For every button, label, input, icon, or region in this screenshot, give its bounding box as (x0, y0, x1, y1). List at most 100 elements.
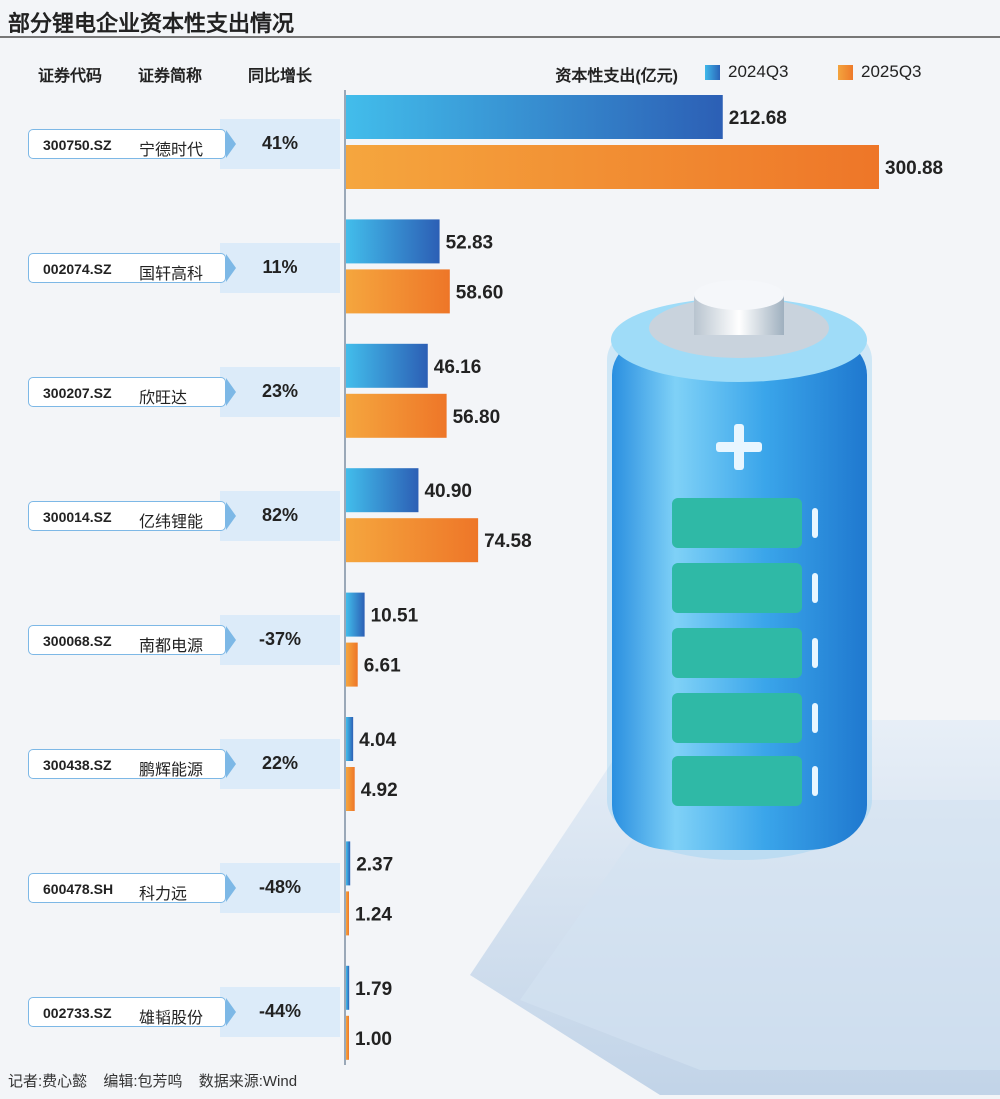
bar-value-label: 4.04 (359, 730, 396, 751)
battery-cell-4 (672, 693, 802, 743)
bar-2025Q3 (346, 1015, 349, 1060)
bar-value-label: 2.37 (356, 854, 393, 875)
bar-2025Q3 (346, 518, 479, 563)
battery-tick-3 (812, 638, 818, 668)
battery-cell-3 (672, 628, 802, 678)
bar-value-label: 6.61 (364, 656, 401, 677)
company-tag: 300438.SZ 鹏辉能源 (28, 749, 226, 779)
header-name: 证券简称 (138, 68, 203, 85)
company-code: 002733.SZ (43, 1005, 112, 1021)
bar-2024Q3 (346, 95, 723, 139)
glass-base-inner (520, 800, 1000, 1070)
battery-tick-4 (812, 703, 818, 733)
company-code: 300207.SZ (43, 385, 112, 401)
footer: 记者:费心懿 编辑:包芳鸣 数据来源:Wind (8, 1070, 309, 1091)
growth-box: 82% (220, 491, 340, 541)
tag-arrow-icon (226, 750, 236, 778)
company-row: -48% 600478.SH 科力远 (28, 863, 340, 913)
growth-value: 11% (262, 257, 298, 277)
bar-value-label: 10.51 (371, 606, 419, 627)
bar-value-label: 1.79 (355, 979, 392, 1000)
company-name: 宁德时代 (139, 142, 204, 159)
company-name: 科力远 (139, 886, 188, 903)
bar-2024Q3 (346, 468, 419, 513)
company-code: 300750.SZ (43, 137, 112, 153)
company-row: 41% 300750.SZ 宁德时代 (28, 119, 340, 169)
growth-value: -48% (258, 877, 302, 897)
company-row: 23% 300207.SZ 欣旺达 (28, 367, 340, 417)
tag-arrow-icon (226, 626, 236, 654)
company-code: 300068.SZ (43, 633, 112, 649)
bar-value-label: 58.60 (456, 282, 504, 303)
battery-cell-2 (672, 563, 802, 613)
growth-box: 22% (220, 739, 340, 789)
tag-arrow-icon (226, 130, 236, 158)
company-code: 300014.SZ (43, 509, 112, 525)
header-code: 证券代码 (38, 68, 103, 85)
tag-arrow-icon (226, 378, 236, 406)
company-name: 亿纬锂能 (139, 514, 204, 531)
bar-value-label: 1.24 (355, 904, 392, 925)
company-name: 欣旺达 (139, 390, 188, 407)
bar-value-label: 56.80 (453, 407, 501, 428)
bar-2025Q3 (346, 145, 879, 189)
company-row: 22% 300438.SZ 鹏辉能源 (28, 739, 340, 789)
bar-2024Q3 (346, 717, 354, 761)
bar-2024Q3 (346, 592, 365, 637)
bar-2024Q3 (346, 343, 428, 388)
company-tag: 002074.SZ 国轩高科 (28, 253, 226, 283)
company-name: 国轩高科 (139, 266, 204, 283)
bar-value-label: 1.00 (355, 1029, 392, 1050)
company-row: -44% 002733.SZ 雄韬股份 (28, 987, 340, 1037)
battery-cell-1 (672, 498, 802, 548)
company-name: 雄韬股份 (139, 1010, 204, 1027)
bar-2024Q3 (346, 219, 440, 264)
company-row: 11% 002074.SZ 国轩高科 (28, 243, 340, 293)
legend-2025: 2025Q3 (838, 62, 922, 82)
company-row: 82% 300014.SZ 亿纬锂能 (28, 491, 340, 541)
category-axis (344, 90, 346, 1065)
bar-value-label: 74.58 (484, 531, 532, 552)
battery-illustration (470, 280, 1000, 1095)
company-tag: 300750.SZ 宁德时代 (28, 129, 226, 159)
company-tag: 600478.SH 科力远 (28, 873, 226, 903)
battery-tick-2 (812, 573, 818, 603)
bar-2024Q3 (346, 841, 351, 886)
bar-2025Q3 (346, 767, 355, 811)
footer-editor: 编辑:包芳鸣 (103, 1073, 183, 1090)
header-growth: 同比增长 (248, 68, 313, 85)
battery-cell-5 (672, 756, 802, 806)
bar-value-label: 40.90 (424, 481, 472, 502)
company-code: 002074.SZ (43, 261, 112, 277)
company-code: 600478.SH (43, 881, 114, 897)
tag-arrow-icon (226, 874, 236, 902)
growth-box: -44% (220, 987, 340, 1037)
bar-value-label: 52.83 (446, 232, 494, 253)
battery-cap-top (694, 280, 784, 310)
bar-2025Q3 (346, 393, 447, 438)
growth-box: 11% (220, 243, 340, 293)
tag-arrow-icon (226, 998, 236, 1026)
growth-value: 41% (261, 133, 299, 153)
legend-label-2025: 2025Q3 (861, 62, 922, 81)
legend-title: 资本性支出(亿元) (555, 68, 678, 85)
battery-tick-1 (812, 508, 818, 538)
growth-box: -37% (220, 615, 340, 665)
legend-swatch-2025 (838, 64, 853, 80)
title-divider (0, 36, 1000, 38)
company-tag: 300207.SZ 欣旺达 (28, 377, 226, 407)
bar-value-label: 4.92 (361, 780, 398, 801)
bars-layer: 212.68 300.88 52.83 58.60 46.16 56.80 40.90 74.… (346, 95, 943, 1060)
company-row: -37% 300068.SZ 南都电源 (28, 615, 340, 665)
bar-value-label: 300.88 (885, 158, 943, 179)
legend-2024: 2024Q3 (705, 62, 789, 82)
footer-reporter: 记者:费心懿 (8, 1073, 88, 1090)
growth-value: -37% (258, 629, 302, 649)
bar-2024Q3 (346, 965, 350, 1010)
growth-box: 41% (220, 119, 340, 169)
growth-value: 82% (261, 505, 299, 525)
growth-value: -44% (258, 1001, 302, 1021)
company-code: 300438.SZ (43, 757, 112, 773)
tag-arrow-icon (226, 254, 236, 282)
